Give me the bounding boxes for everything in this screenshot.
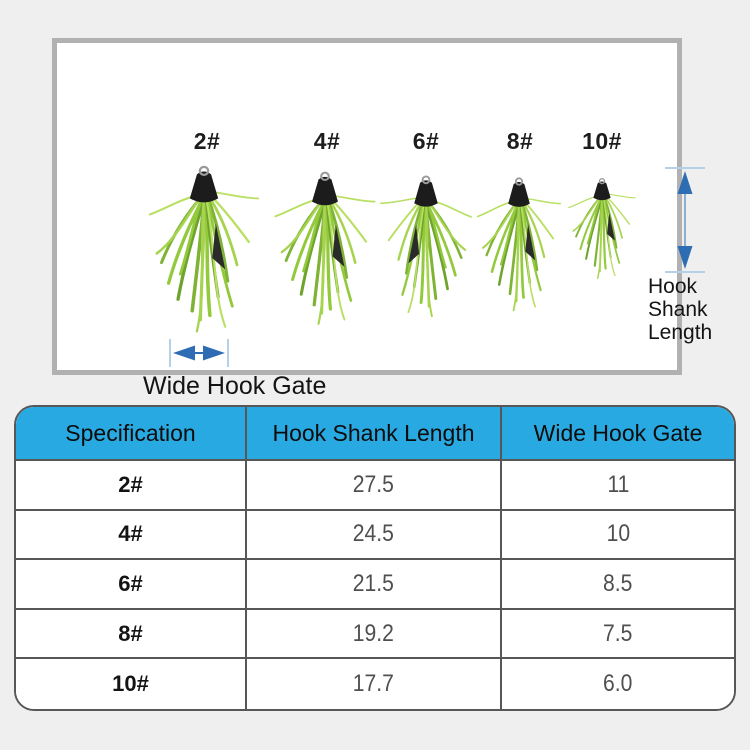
column-header-hook-gate: Wide Hook Gate bbox=[502, 407, 734, 461]
row-8-hook-gate: 7.5 bbox=[502, 609, 734, 660]
row-4-spec: 4# bbox=[16, 510, 247, 561]
column-header-specification: Specification bbox=[16, 407, 247, 461]
value-text: 11 bbox=[607, 470, 629, 498]
arrow-cap-left bbox=[169, 339, 171, 367]
row-10-hook-gate: 6.0 bbox=[502, 659, 734, 709]
size-label-10: 10# bbox=[582, 128, 622, 154]
shank-annotation-line3: Length bbox=[648, 321, 713, 344]
row-8-shank-length: 19.2 bbox=[247, 609, 502, 660]
lure-photo-4 bbox=[271, 170, 379, 328]
value-text: 21.5 bbox=[352, 569, 395, 597]
value-text: 24.5 bbox=[352, 520, 395, 548]
value-text: 10 bbox=[606, 520, 630, 548]
shank-annotation-line1: Hook bbox=[648, 275, 698, 298]
row-2-spec: 2# bbox=[16, 461, 247, 511]
value-text: 7.5 bbox=[603, 619, 633, 647]
shank-annotation-line2: Shank bbox=[648, 298, 708, 321]
size-label-4: 4# bbox=[313, 128, 341, 154]
row-10-shank-length: 17.7 bbox=[247, 659, 502, 709]
arrow-cap-bottom bbox=[665, 271, 705, 273]
row-2-hook-gate: 11 bbox=[502, 461, 734, 511]
size-label-8: 8# bbox=[506, 128, 534, 154]
value-text: 8.5 bbox=[603, 569, 633, 597]
size-label-6: 6# bbox=[412, 128, 440, 154]
value-text: 6.0 bbox=[603, 670, 633, 698]
column-header-shank-length: Hook Shank Length bbox=[247, 407, 502, 461]
hook-gate-annotation: Wide Hook Gate bbox=[143, 372, 327, 400]
hook-gate-arrow bbox=[169, 339, 229, 367]
horizontal-double-arrow-icon bbox=[173, 345, 225, 361]
lure-photo-6 bbox=[377, 174, 475, 320]
row-2-shank-length: 27.5 bbox=[247, 461, 502, 511]
lure-photo-8 bbox=[474, 176, 564, 314]
value-text: 27.5 bbox=[352, 470, 395, 498]
shank-length-arrow bbox=[665, 167, 705, 273]
size-label-2: 2# bbox=[193, 128, 221, 154]
row-8-spec: 8# bbox=[16, 609, 247, 660]
value-text: 19.2 bbox=[352, 619, 395, 647]
shank-length-annotation: Hook Shank Length bbox=[648, 275, 743, 344]
value-text: 17.7 bbox=[352, 670, 395, 698]
lure-photo-10 bbox=[566, 177, 638, 281]
row-10-spec: 10# bbox=[16, 659, 247, 709]
specification-table: Specification Hook Shank Length Wide Hoo… bbox=[14, 405, 736, 711]
arrow-cap-top bbox=[665, 167, 705, 169]
row-6-spec: 6# bbox=[16, 560, 247, 610]
row-4-hook-gate: 10 bbox=[502, 510, 734, 561]
row-4-shank-length: 24.5 bbox=[247, 510, 502, 561]
vertical-double-arrow-icon bbox=[677, 171, 693, 269]
row-6-shank-length: 21.5 bbox=[247, 560, 502, 610]
row-6-hook-gate: 8.5 bbox=[502, 560, 734, 610]
product-photo-panel: 2# 4# 6# 8# 10# bbox=[52, 38, 712, 400]
arrow-cap-right bbox=[227, 339, 229, 367]
lure-photo-2 bbox=[145, 164, 263, 336]
